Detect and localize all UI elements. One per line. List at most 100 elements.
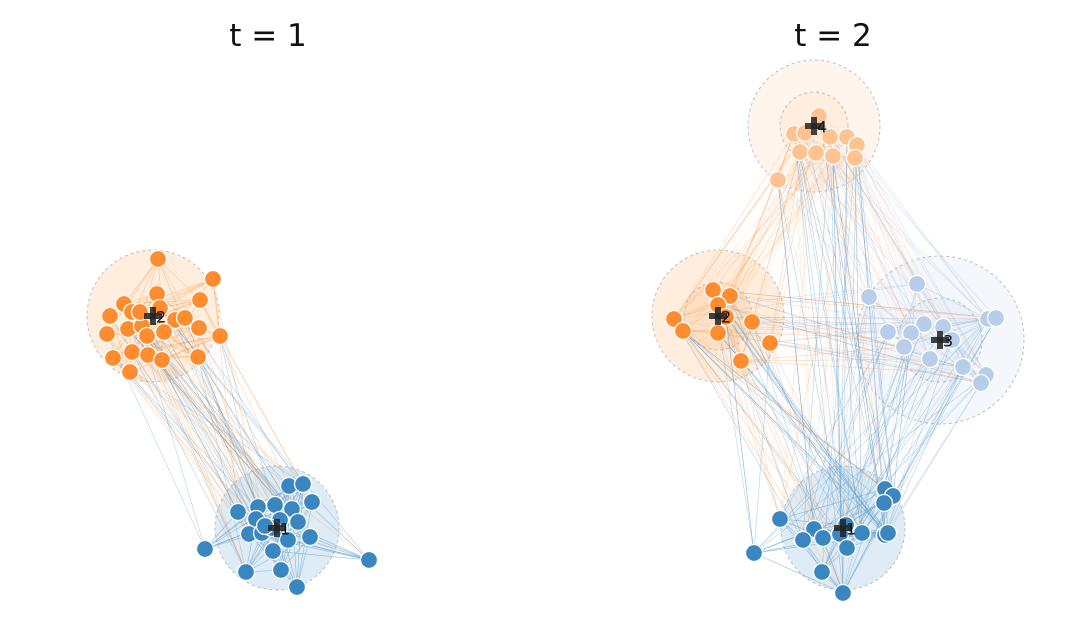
graph-edge [673,318,894,497]
graph-edge [163,331,273,529]
graph-node-cluster-1 [837,538,857,558]
graph-edge [854,157,863,534]
graph-edge [884,382,982,536]
graph-edge [802,296,870,541]
graph-edge [854,157,894,497]
graph-node-cluster-1 [813,528,833,548]
graph-edge [740,358,931,362]
graph-edge [779,488,886,520]
graph-edge [717,304,982,384]
graph-node-cluster-1 [195,539,215,559]
graph-node-cluster-3 [894,337,914,357]
graph-edge [822,296,870,539]
graph-edge [779,518,844,594]
graph-edge [682,330,894,497]
graph-edge [717,304,886,536]
graph-edge [846,144,858,549]
graph-node-cluster-2 [103,348,123,368]
graph-edge [729,295,863,534]
graph-edge [712,289,889,534]
graph-edge [725,316,886,536]
graph-node-cluster-1 [793,530,813,550]
graph-edge [751,321,824,539]
graph-edge [856,144,989,320]
graph-edge [717,304,982,384]
graph-edge [673,318,804,541]
graph-edge [673,136,848,320]
graph-edge [818,115,886,490]
graph-node-cluster-1 [263,541,283,561]
graph-node-cluster-2 [189,318,209,338]
graph-edge [729,295,742,362]
graph-edge [845,374,987,526]
graph-edge [884,332,912,490]
graph-edge [112,357,304,485]
graph-edge [147,354,247,573]
graph-edge [839,318,989,535]
graph-node-cluster-1 [271,560,291,580]
graph-edge [712,289,997,319]
graph-edge [839,136,848,535]
graph-edge [868,296,912,334]
graph-edge [682,330,841,535]
graph-edge [856,144,905,348]
graph-edge [846,136,886,536]
graph-edge [769,323,925,344]
graph-edge [884,332,912,490]
graph-edge [802,331,889,541]
graph-node-cluster-2 [100,306,120,326]
graph-edge [892,318,989,497]
graph-edge [753,342,771,554]
graph-edge [682,330,885,504]
graph-node-cluster-3 [859,287,879,307]
graph-edge [804,132,894,497]
graph-edge [832,155,889,333]
graph-edge [842,366,964,594]
graph-edge [854,157,925,325]
graph-node-cluster-2 [760,333,780,353]
graph-edge [264,525,370,561]
graph-edge [309,536,370,561]
graph-edge [799,151,863,534]
graph-edge [892,317,997,497]
graph-edge [729,133,795,297]
graph-edge [818,115,841,535]
graph-edge [141,325,313,503]
graph-edge [751,151,801,323]
graph-node-cluster-1 [287,577,307,597]
panel-title-t2: t = 2 [794,18,872,54]
graph-node-cluster-4 [845,148,865,168]
graph-edge [161,359,247,573]
graph-edge [712,289,987,376]
graph-node-cluster-1 [878,523,898,543]
graph-edge [887,374,987,534]
graph-edge [818,115,894,497]
panel-title-t1: t = 1 [229,18,307,54]
graph-edge [779,144,858,520]
graph-edge [198,327,250,535]
graph-edge [753,318,989,554]
graph-edge [129,335,221,373]
graph-edge [856,144,894,497]
graph-node-cluster-1 [302,492,322,512]
graph-edge [682,330,889,534]
graph-edge [884,366,964,536]
graph-edge [856,144,987,376]
graph-edge [219,335,304,485]
graph-edge [751,321,925,325]
plus-icon [144,307,162,325]
graph-node-cluster-2 [203,269,223,289]
graph-edge [146,335,250,535]
graph-edge [818,115,886,536]
graph-edge [139,311,266,527]
graph-edge [729,157,856,297]
cluster-label-t2-3: 3 [943,332,953,351]
graph-edge [682,330,886,490]
graph-node-cluster-2 [188,347,208,367]
graph-edge [146,335,281,521]
graph-edge [131,351,247,573]
graph-edge [846,136,987,376]
plus-icon [268,519,286,537]
graph-edge [799,151,944,328]
graph-edge [832,155,918,285]
